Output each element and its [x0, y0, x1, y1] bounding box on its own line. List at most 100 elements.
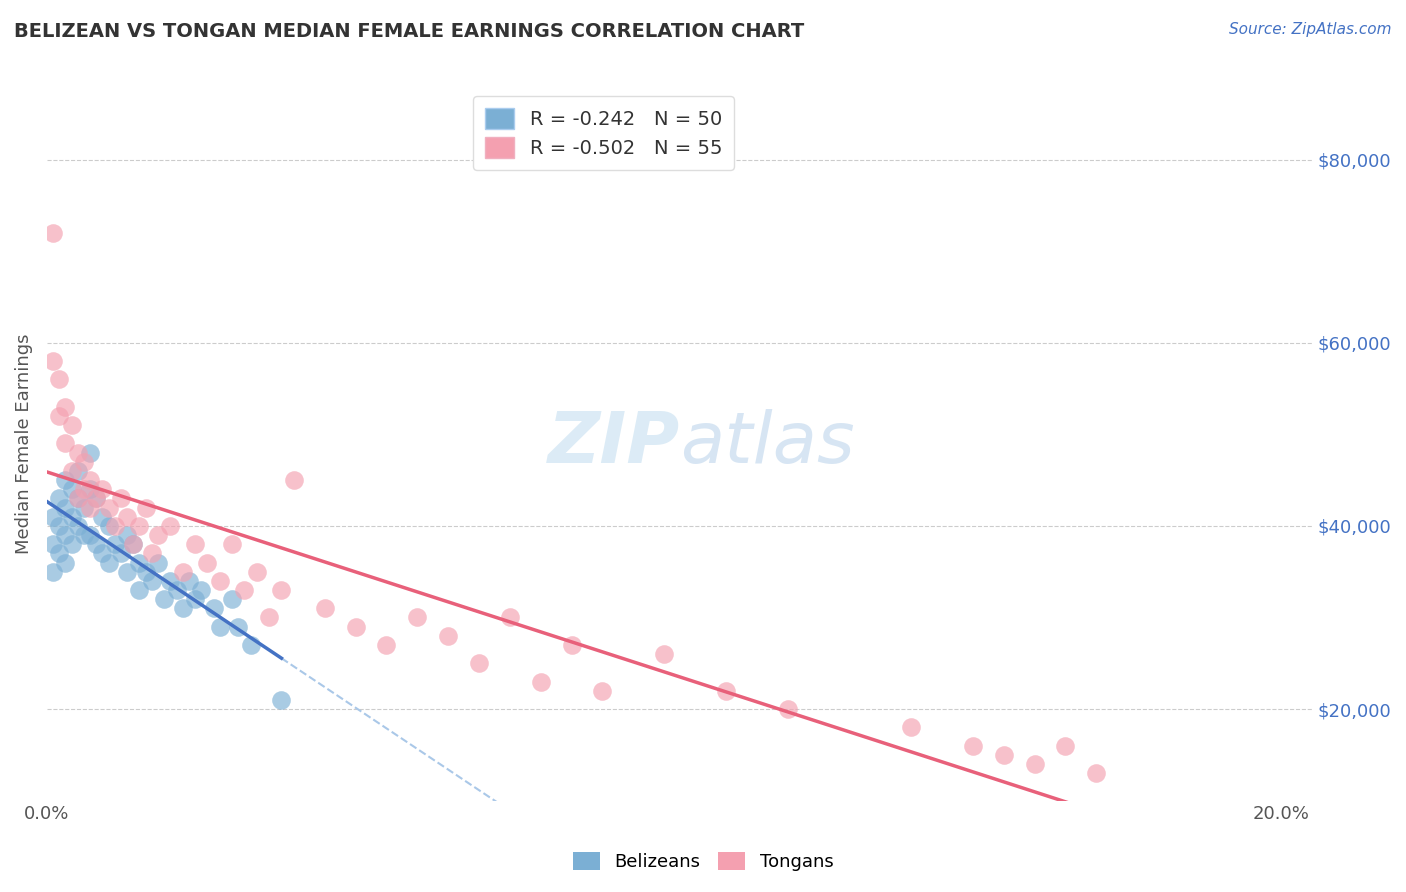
Point [66, 491, 89, 506]
Point [42, 565, 65, 579]
Point [530, 674, 553, 689]
Point [73, 455, 96, 469]
Point [714, 683, 737, 698]
Point [172, 601, 194, 615]
Point [233, 582, 256, 597]
Point [128, 556, 150, 570]
Point [122, 537, 145, 551]
Point [592, 683, 614, 698]
Point [128, 582, 150, 597]
Point [48, 372, 70, 386]
Point [468, 657, 491, 671]
Point [239, 638, 262, 652]
Point [172, 565, 194, 579]
Point [97, 556, 120, 570]
Point [153, 592, 176, 607]
Point [91, 546, 114, 560]
Point [1024, 756, 1046, 771]
Point [177, 574, 200, 588]
Point [221, 537, 243, 551]
Point [246, 565, 269, 579]
Point [42, 354, 65, 368]
Point [66, 464, 89, 478]
Point [91, 509, 114, 524]
Point [60, 537, 83, 551]
Point [499, 610, 522, 624]
Text: BELIZEAN VS TONGAN MEDIAN FEMALE EARNINGS CORRELATION CHART: BELIZEAN VS TONGAN MEDIAN FEMALE EARNING… [14, 22, 804, 41]
Point [73, 483, 96, 497]
Legend: R = -0.242   N = 50, R = -0.502   N = 55: R = -0.242 N = 50, R = -0.502 N = 55 [474, 96, 734, 169]
Point [146, 556, 169, 570]
Point [202, 601, 225, 615]
Point [60, 509, 83, 524]
Point [270, 693, 292, 707]
Point [166, 582, 188, 597]
Point [97, 519, 120, 533]
Point [115, 565, 138, 579]
Point [55, 473, 77, 487]
Point [79, 528, 101, 542]
Point [55, 436, 77, 450]
Point [84, 491, 107, 506]
Point [110, 491, 132, 506]
Point [221, 592, 243, 607]
Point [561, 638, 583, 652]
Point [184, 592, 207, 607]
Point [60, 418, 83, 433]
Point [84, 491, 107, 506]
Point [66, 519, 89, 533]
Point [406, 610, 429, 624]
Point [141, 546, 163, 560]
Point [270, 582, 292, 597]
Text: atlas: atlas [679, 409, 855, 478]
Point [48, 409, 70, 423]
Point [115, 528, 138, 542]
Point [104, 519, 127, 533]
Point [190, 582, 212, 597]
Point [115, 509, 138, 524]
Point [184, 537, 207, 551]
Point [60, 483, 83, 497]
Point [48, 519, 70, 533]
Point [776, 702, 799, 716]
Point [1085, 766, 1108, 780]
Point [73, 528, 96, 542]
Point [42, 537, 65, 551]
Point [79, 500, 101, 515]
Point [97, 500, 120, 515]
Point [159, 519, 181, 533]
Point [141, 574, 163, 588]
Legend: Belizeans, Tongans: Belizeans, Tongans [565, 845, 841, 879]
Point [375, 638, 398, 652]
Point [55, 400, 77, 414]
Point [208, 620, 231, 634]
Point [652, 647, 675, 661]
Point [104, 537, 127, 551]
Point [283, 473, 305, 487]
Point [197, 556, 219, 570]
Point [66, 491, 89, 506]
Point [48, 491, 70, 506]
Point [226, 620, 249, 634]
Text: Source: ZipAtlas.com: Source: ZipAtlas.com [1229, 22, 1392, 37]
Point [146, 528, 169, 542]
Point [344, 620, 367, 634]
Point [135, 500, 157, 515]
Point [993, 747, 1015, 762]
Point [208, 574, 231, 588]
Point [79, 483, 101, 497]
Point [84, 537, 107, 551]
Point [55, 500, 77, 515]
Point [42, 509, 65, 524]
Point [1054, 739, 1077, 753]
Point [79, 445, 101, 459]
Point [122, 537, 145, 551]
Y-axis label: Median Female Earnings: Median Female Earnings [15, 334, 32, 554]
Point [79, 473, 101, 487]
Point [314, 601, 336, 615]
Point [159, 574, 181, 588]
Point [91, 483, 114, 497]
Point [60, 464, 83, 478]
Point [110, 546, 132, 560]
Point [257, 610, 280, 624]
